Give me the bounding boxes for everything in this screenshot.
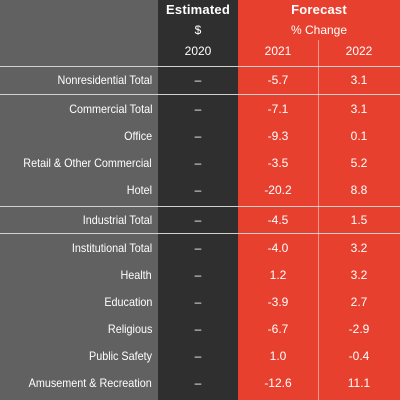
cell-2020: – bbox=[194, 322, 202, 336]
row-label: Hotel bbox=[126, 183, 152, 197]
cell-2022: 3.2 bbox=[350, 268, 368, 282]
cell-2020: – bbox=[194, 268, 202, 282]
cell-2022: 2.7 bbox=[350, 295, 368, 309]
cell-2021: -3.5 bbox=[267, 156, 289, 170]
cell-2021: -12.6 bbox=[264, 376, 292, 390]
table-row: Public Safety – 1.0 -0.4 bbox=[0, 346, 400, 366]
table-row: Retail & Other Commercial – -3.5 5.2 bbox=[0, 153, 400, 173]
row-label: Education bbox=[103, 295, 152, 309]
group-rule-commercial bbox=[0, 94, 400, 95]
group-rule-institutional bbox=[0, 233, 400, 234]
cell-2020: – bbox=[194, 376, 202, 390]
table-row: Hotel – -20.2 8.8 bbox=[0, 180, 400, 200]
cell-2022: 3.1 bbox=[350, 73, 368, 87]
forecast-column-divider bbox=[318, 40, 319, 400]
cell-2020: – bbox=[194, 129, 202, 143]
year-2022-header: 2022 bbox=[345, 44, 373, 58]
cell-2020: – bbox=[194, 156, 202, 170]
cell-2022: -0.4 bbox=[348, 349, 370, 363]
cell-2021: -7.1 bbox=[267, 102, 289, 116]
row-label: Religious bbox=[107, 322, 152, 336]
row-label: Public Safety bbox=[88, 349, 152, 363]
year-2020-header: 2020 bbox=[184, 44, 212, 58]
table-row: Health – 1.2 3.2 bbox=[0, 265, 400, 285]
cell-2022: 11.1 bbox=[347, 376, 371, 390]
cell-2020: – bbox=[194, 73, 202, 87]
table-row: Institutional Total – -4.0 3.2 bbox=[0, 238, 400, 258]
cell-2021: -6.7 bbox=[267, 322, 289, 336]
table-row: Industrial Total – -4.5 1.5 bbox=[0, 210, 400, 230]
cell-2021: 1.0 bbox=[269, 349, 287, 363]
forecast-unit: % Change bbox=[290, 23, 348, 37]
row-label: Office bbox=[123, 129, 152, 143]
cell-2021: -9.3 bbox=[267, 129, 289, 143]
row-label: Industrial Total bbox=[82, 213, 152, 227]
estimated-header: Estimated bbox=[166, 2, 230, 17]
row-label: Amusement & Recreation bbox=[28, 376, 152, 390]
forecast-column-band bbox=[238, 0, 400, 400]
table-row: Nonresidential Total – -5.7 3.1 bbox=[0, 70, 400, 90]
cell-2020: – bbox=[194, 295, 202, 309]
cell-2022: 3.2 bbox=[350, 241, 368, 255]
table-row: Education – -3.9 2.7 bbox=[0, 292, 400, 312]
cell-2021: -4.5 bbox=[267, 213, 289, 227]
cell-2020: – bbox=[194, 102, 202, 116]
row-label: Retail & Other Commercial bbox=[23, 156, 152, 170]
table-row: Office – -9.3 0.1 bbox=[0, 126, 400, 146]
table-row: Commercial Total – -7.1 3.1 bbox=[0, 99, 400, 119]
cell-2022: 3.1 bbox=[350, 102, 368, 116]
table-row: Amusement & Recreation – -12.6 11.1 bbox=[0, 373, 400, 393]
row-label: Health bbox=[120, 268, 152, 282]
row-label: Commercial Total bbox=[68, 102, 152, 116]
cell-2021: -5.7 bbox=[267, 73, 289, 87]
cell-2020: – bbox=[194, 213, 202, 227]
estimated-unit: $ bbox=[194, 23, 202, 37]
cell-2022: 8.8 bbox=[350, 183, 368, 197]
cell-2022: -2.9 bbox=[348, 322, 370, 336]
table-row: Religious – -6.7 -2.9 bbox=[0, 319, 400, 339]
row-label: Nonresidential Total bbox=[57, 73, 152, 87]
cell-2022: 5.2 bbox=[350, 156, 368, 170]
cell-2022: 1.5 bbox=[350, 213, 368, 227]
cell-2022: 0.1 bbox=[350, 129, 368, 143]
cell-2021: 1.2 bbox=[269, 268, 287, 282]
cell-2020: – bbox=[194, 349, 202, 363]
row-label: Institutional Total bbox=[71, 241, 152, 255]
cell-2020: – bbox=[194, 241, 202, 255]
forecast-header: Forecast bbox=[291, 2, 347, 17]
estimated-column-band bbox=[158, 0, 238, 400]
year-2021-header: 2021 bbox=[264, 44, 292, 58]
cell-2021: -20.2 bbox=[264, 183, 292, 197]
cell-2021: -3.9 bbox=[267, 295, 289, 309]
cell-2020: – bbox=[194, 183, 202, 197]
cell-2021: -4.0 bbox=[267, 241, 289, 255]
group-rule-industrial bbox=[0, 206, 400, 207]
header-rule bbox=[0, 66, 400, 67]
